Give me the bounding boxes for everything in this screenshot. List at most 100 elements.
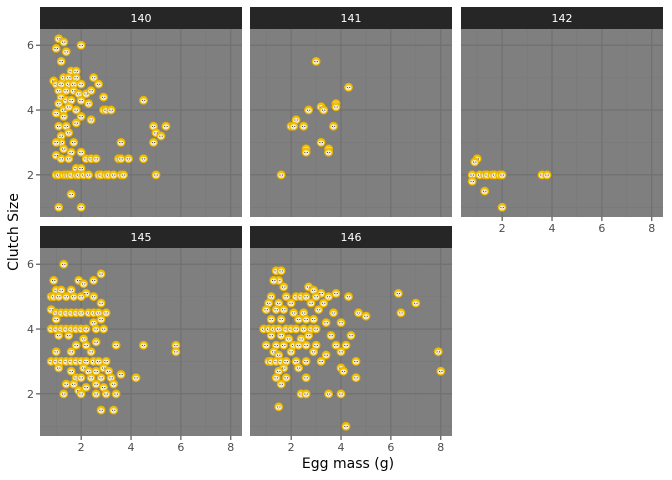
facet-strip-label: 145 [131,231,152,244]
x-axis-title: Egg mass (g) [302,456,394,472]
data-point [76,95,86,105]
data-point [91,366,101,376]
data-point [59,389,69,399]
data-point [109,379,119,389]
data-point [59,112,69,121]
data-points [46,259,181,415]
data-point [321,318,331,328]
data-point [54,99,64,109]
data-point [304,105,314,115]
facet-strip-label: 142 [552,12,573,25]
y-tick-label: 4 [27,104,34,117]
data-point [336,318,346,328]
data-point [281,373,291,383]
panels: 140 141 142 145 146 [40,7,663,436]
data-point [294,340,304,350]
data-point [96,405,106,415]
data-point [321,350,331,360]
data-point [66,347,76,357]
data-point [76,112,86,121]
data-point [311,324,321,334]
data-point [336,389,346,399]
data-point [139,95,148,105]
data-point [64,331,74,340]
panel-background [40,29,242,217]
data-point [54,331,64,340]
facet-panel-145: 145 [40,226,242,436]
data-point [76,79,86,89]
data-point [81,340,91,350]
data-point [54,363,64,373]
data-point [314,305,324,315]
data-point [294,363,304,373]
facet-strip [40,226,242,248]
data-point [329,308,338,318]
x-tick-label: 2 [499,222,506,235]
data-point [311,56,321,66]
data-point [149,137,158,147]
x-tick-label: 6 [387,441,394,454]
data-point [111,389,121,399]
facet-strip-label: 141 [341,12,362,25]
data-point [51,314,61,324]
data-point [301,340,311,350]
data-point [86,86,96,96]
data-point [69,379,79,389]
data-point [351,373,361,383]
data-point [56,154,66,164]
data-point [86,115,96,125]
data-point [319,298,329,308]
data-point [396,308,406,318]
data-point [331,340,341,350]
x-tick-label: 8 [437,441,444,454]
data-point [266,314,276,324]
data-point [411,298,421,308]
data-point [279,340,289,350]
data-point [76,308,86,318]
data-point [351,356,361,366]
data-point [324,292,334,302]
data-point [276,314,286,324]
facet-strip [461,7,663,29]
data-point [309,347,319,357]
facet-strip-label: 140 [131,12,152,25]
data-point [266,331,276,340]
data-point [56,79,66,89]
facet-strip [40,7,242,29]
data-point [61,292,71,302]
data-point [497,202,507,212]
data-point [111,340,121,350]
data-point [284,334,294,344]
data-point [301,314,311,324]
data-point [354,308,363,318]
data-point [54,121,64,131]
data-point [116,369,126,379]
x-tick-label: 6 [177,441,184,454]
data-point [91,389,101,399]
data-point [69,137,79,147]
data-point [81,324,91,334]
x-tick-label: 4 [128,441,135,454]
data-point [51,43,61,53]
data-point [286,298,296,308]
data-point [336,347,346,357]
data-point [71,66,81,76]
data-point [341,421,351,431]
data-point [109,170,119,180]
data-point [301,292,311,302]
data-point [289,308,299,318]
data-point [99,382,109,392]
data-point [119,170,128,180]
data-points [259,266,446,431]
data-point [89,73,99,83]
x-tick-label: 4 [338,441,345,454]
data-point [339,366,348,376]
y-axis-title: Clutch Size [6,193,22,271]
data-points [49,34,171,212]
data-point [139,340,148,350]
y-axis-ticks: 2 4 6 2 4 6 [27,39,40,401]
panel-background [461,29,663,217]
data-point [279,305,289,315]
x-tick-label: 6 [598,222,605,235]
